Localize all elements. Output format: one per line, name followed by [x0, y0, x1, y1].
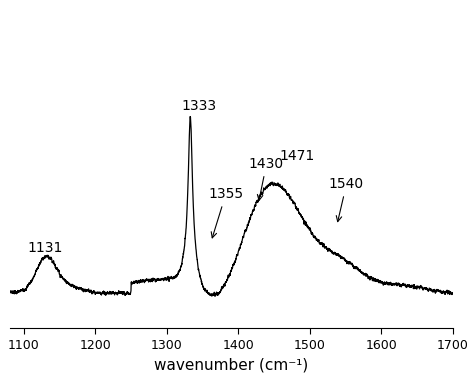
Text: 1430: 1430: [249, 157, 284, 200]
Text: 1540: 1540: [329, 177, 364, 222]
Text: 1333: 1333: [181, 99, 216, 113]
Text: 1355: 1355: [208, 187, 243, 238]
Text: 1131: 1131: [27, 241, 63, 255]
Text: 1471: 1471: [280, 149, 315, 163]
X-axis label: wavenumber (cm⁻¹): wavenumber (cm⁻¹): [154, 358, 308, 372]
